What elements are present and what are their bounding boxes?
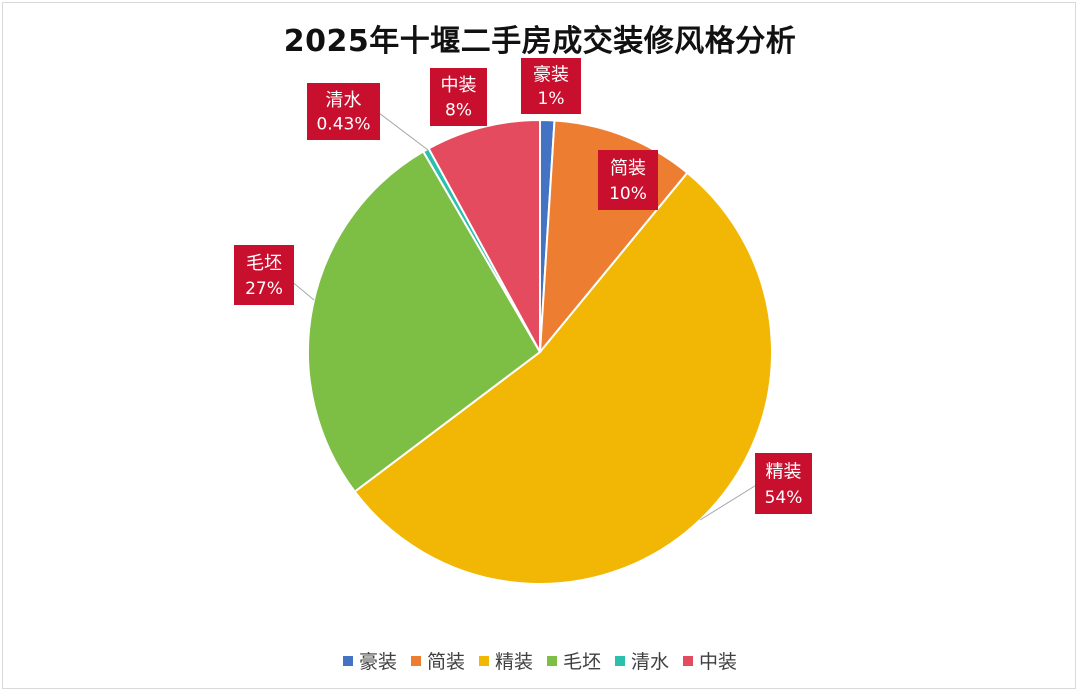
legend-label-2: 精装: [494, 651, 533, 673]
data-label-name-1: 简装: [610, 158, 646, 179]
leader-line-4: [374, 109, 429, 151]
data-label-box-2: [755, 453, 812, 514]
data-label-value-2: 54%: [765, 488, 803, 508]
data-label-name-0: 豪装: [533, 64, 569, 85]
legend-swatch-0: [342, 655, 353, 666]
legend-swatch-3: [547, 655, 557, 666]
chart-title: 2025年十堰二手房成交装修风格分析: [283, 24, 797, 59]
legend-item-5: 中装: [683, 647, 737, 674]
data-label-4: 清水 0.43%: [307, 83, 380, 140]
legend-swatch-4: [615, 655, 626, 666]
pie-slice-5: [427, 118, 541, 353]
data-label-value-3: 27%: [245, 279, 283, 299]
data-label-box-3: [234, 245, 294, 305]
data-label-name-2: 精装: [766, 461, 802, 482]
chart-legend: 豪装 简装 精装 毛坯 清水 中装: [0, 647, 1080, 674]
data-label-name-4: 清水: [326, 90, 362, 111]
legend-item-2: 精装: [478, 647, 533, 674]
legend-label-4: 清水: [631, 651, 670, 673]
legend-item-0: 豪装: [342, 647, 397, 674]
data-label-name-3: 毛坯: [246, 253, 282, 274]
legend-item-4: 清水: [615, 647, 669, 674]
data-label-value-4: 0.43%: [316, 115, 370, 135]
data-label-2: 精装 54%: [755, 453, 812, 514]
legend-label-1: 简装: [426, 651, 465, 673]
legend-label-5: 中装: [699, 651, 738, 673]
data-label-1: 简装 10%: [598, 150, 658, 210]
leader-line-2: [699, 483, 759, 521]
legend-swatch-2: [478, 655, 489, 666]
data-label-3: 毛坯 27%: [234, 245, 294, 305]
legend-item-1: 简装: [410, 647, 465, 674]
data-label-box-1: [598, 150, 658, 210]
data-label-value-0: 1%: [538, 89, 565, 109]
data-label-value-1: 10%: [609, 184, 647, 204]
legend-swatch-5: [683, 655, 694, 666]
data-label-name-5: 中装: [441, 75, 477, 96]
data-label-box-4: [307, 83, 380, 140]
legend-swatch-1: [410, 655, 421, 666]
legend-label-0: 豪装: [358, 651, 397, 673]
data-label-value-5: 8%: [445, 101, 472, 121]
data-label-5: 中装 8%: [430, 68, 487, 126]
legend-item-3: 毛坯: [547, 647, 601, 674]
data-label-box-5: [430, 68, 487, 126]
legend-label-3: 毛坯: [563, 651, 602, 673]
data-label-0: 豪装 1%: [521, 58, 581, 114]
pie-slice-3: [307, 150, 542, 494]
data-label-box-0: [521, 58, 581, 114]
